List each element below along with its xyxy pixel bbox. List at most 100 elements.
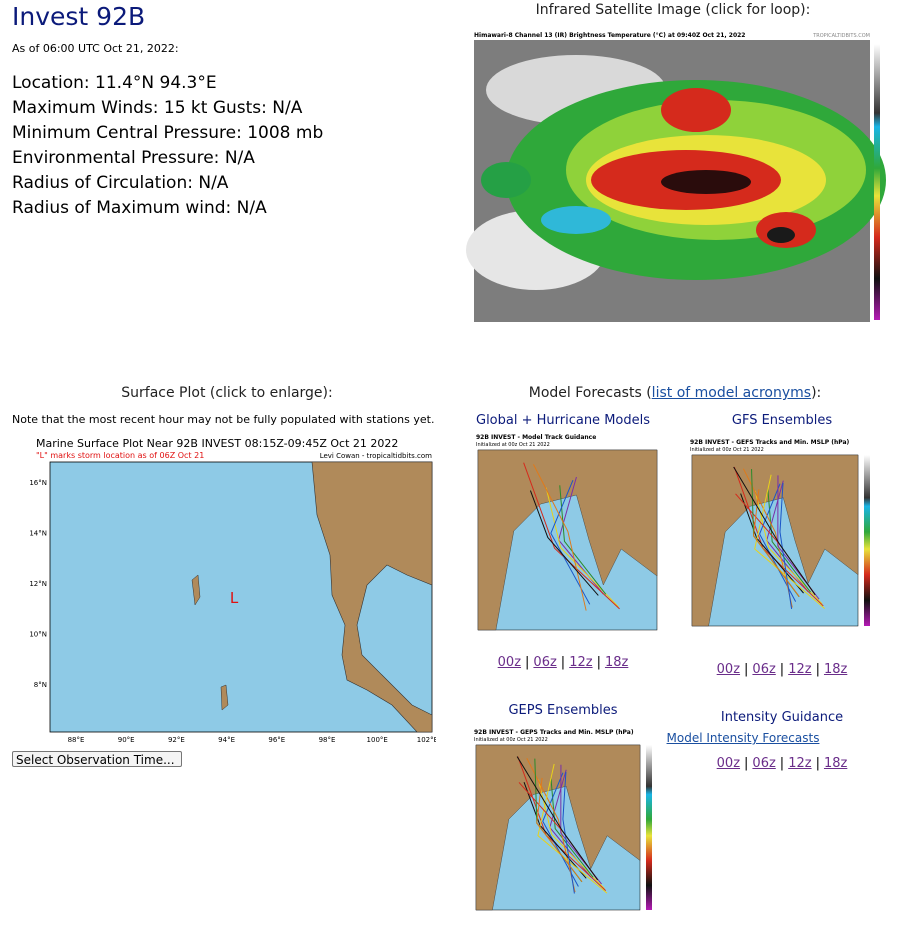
- run-links: 00z | 06z | 12z | 18z: [498, 655, 629, 670]
- colorbar: [646, 745, 652, 910]
- track: [537, 763, 608, 894]
- track: [526, 757, 576, 893]
- lon-label: 96°E: [268, 736, 285, 744]
- run-link[interactable]: 06z: [533, 655, 557, 670]
- panel-heading: GEPS Ensembles: [508, 703, 618, 718]
- surface-credit: Levi Cowan - tropicaltidbits.com: [320, 452, 432, 460]
- info-line: Minimum Central Pressure: 1008 mb: [12, 123, 324, 143]
- model-image[interactable]: 92B INVEST - Model Track GuidanceInitial…: [474, 432, 661, 638]
- run-link[interactable]: 06z: [752, 662, 776, 677]
- separator: |: [779, 756, 785, 771]
- lon-label: 100°E: [367, 736, 388, 744]
- model-image-subtitle: Initialized at 00z Oct 21 2022: [476, 442, 550, 448]
- info-line: Radius of Maximum wind: N/A: [12, 198, 267, 218]
- lat-label: 8°N: [34, 681, 47, 689]
- run-link[interactable]: 18z: [823, 756, 848, 771]
- track: [742, 468, 793, 608]
- track: [550, 480, 591, 605]
- model-image-subtitle: Initialized at 00z Oct 21 2022: [474, 737, 548, 743]
- satellite-credit: TROPICALTIDBITS.COM: [812, 33, 870, 39]
- model-heading: Model Forecasts (list of model acronyms)…: [529, 385, 822, 401]
- track: [754, 474, 825, 609]
- separator: |: [744, 756, 749, 771]
- separator: |: [596, 655, 601, 670]
- panel-heading: Global + Hurricane Models: [475, 413, 651, 428]
- info-line: Environmental Pressure: N/A: [12, 148, 255, 168]
- run-link[interactable]: 06z: [752, 756, 776, 771]
- run-link[interactable]: 12z: [788, 662, 812, 677]
- storm-title: Invest 92B: [12, 2, 146, 31]
- track: [550, 777, 594, 878]
- lon-label: 94°E: [218, 736, 235, 744]
- lat-label: 12°N: [29, 580, 47, 588]
- lon-label: 90°E: [118, 736, 135, 744]
- run-link[interactable]: 00z: [716, 756, 741, 771]
- run-link[interactable]: 00z: [497, 655, 522, 670]
- observation-time-select[interactable]: Select Observation Time...: [12, 751, 182, 767]
- run-link[interactable]: 18z: [604, 655, 629, 670]
- separator: |: [815, 662, 820, 677]
- track: [536, 777, 583, 883]
- storm-marker: L: [230, 589, 239, 607]
- model-image-title: 92B INVEST - GEFS Tracks and Min. MSLP (…: [690, 439, 850, 446]
- track: [759, 483, 797, 602]
- lon-label: 88°E: [68, 736, 85, 744]
- lat-label: 10°N: [29, 631, 47, 639]
- track: [559, 485, 607, 595]
- lat-label: 16°N: [29, 479, 47, 487]
- land: [477, 449, 658, 631]
- track: [523, 462, 620, 610]
- model-image[interactable]: 92B INVEST - GEFS Tracks and Min. MSLP (…: [688, 437, 876, 634]
- run-link[interactable]: 18z: [823, 662, 848, 677]
- panel-heading: GFS Ensembles: [731, 413, 833, 428]
- satellite-image-title: Himawari-8 Channel 13 (IR) Brightness Te…: [474, 32, 745, 39]
- run-links: 00z | 06z | 12z | 18z: [717, 662, 848, 677]
- model-image-title: 92B INVEST - Model Track Guidance: [476, 434, 596, 441]
- colorbar: [864, 455, 870, 626]
- separator: |: [744, 662, 749, 677]
- lon-label: 98°E: [319, 736, 336, 744]
- acronyms-link[interactable]: list of model acronyms: [651, 385, 812, 401]
- as-of: As of 06:00 UTC Oct 21, 2022:: [12, 42, 179, 55]
- info-line: Maximum Winds: 15 kt Gusts: N/A: [12, 98, 303, 118]
- model-image-subtitle: Initialized at 00z Oct 21 2022: [690, 447, 764, 453]
- intensity-heading: Intensity Guidance: [720, 710, 844, 725]
- surface-plot-image[interactable]: Marine Surface Plot Near 92B INVEST 08:1…: [12, 435, 436, 747]
- satellite-heading: Infrared Satellite Image (click for loop…: [535, 2, 811, 18]
- track: [562, 771, 575, 894]
- run-link[interactable]: 12z: [569, 655, 593, 670]
- track: [733, 466, 816, 596]
- track: [779, 482, 793, 609]
- lon-label: 102°E: [417, 736, 436, 744]
- model-heading-prefix: Model Forecasts (: [528, 385, 652, 401]
- model-image-title: 92B INVEST - GEPS Tracks and Min. MSLP (…: [474, 729, 634, 736]
- satellite-image[interactable]: Himawari-8 Channel 13 (IR) Brightness Te…: [456, 30, 888, 326]
- track: [545, 487, 619, 608]
- intensity-links: 00z | 06z | 12z | 18z: [717, 756, 848, 771]
- separator: |: [779, 662, 785, 677]
- land: [691, 454, 859, 627]
- land: [475, 744, 641, 911]
- track: [753, 489, 800, 598]
- info-line: Location: 11.4°N 94.3°E: [12, 73, 217, 93]
- surface-note: Note that the most recent hour may not b…: [12, 413, 435, 426]
- surface-image-subtitle: "L" marks storm location as of 06Z Oct 2…: [36, 451, 204, 460]
- model-image[interactable]: 92B INVEST - GEPS Tracks and Min. MSLP (…: [472, 727, 658, 918]
- info-line: Radius of Circulation: N/A: [12, 173, 229, 193]
- track: [542, 772, 579, 887]
- run-link[interactable]: 12z: [788, 756, 812, 771]
- track: [767, 488, 811, 593]
- track: [529, 490, 599, 596]
- lon-label: 92°E: [168, 736, 185, 744]
- surface-image-title: Marine Surface Plot Near 92B INVEST 08:1…: [36, 437, 398, 450]
- separator: |: [815, 756, 820, 771]
- surface-heading: Surface Plot (click to enlarge):: [121, 385, 333, 401]
- track: [532, 464, 587, 611]
- model-heading-suffix: ):: [811, 385, 822, 401]
- intensity-link[interactable]: Model Intensity Forecasts: [666, 731, 820, 745]
- lat-label: 14°N: [29, 530, 47, 538]
- run-link[interactable]: 00z: [716, 662, 741, 677]
- track: [516, 756, 599, 881]
- separator: |: [560, 655, 566, 670]
